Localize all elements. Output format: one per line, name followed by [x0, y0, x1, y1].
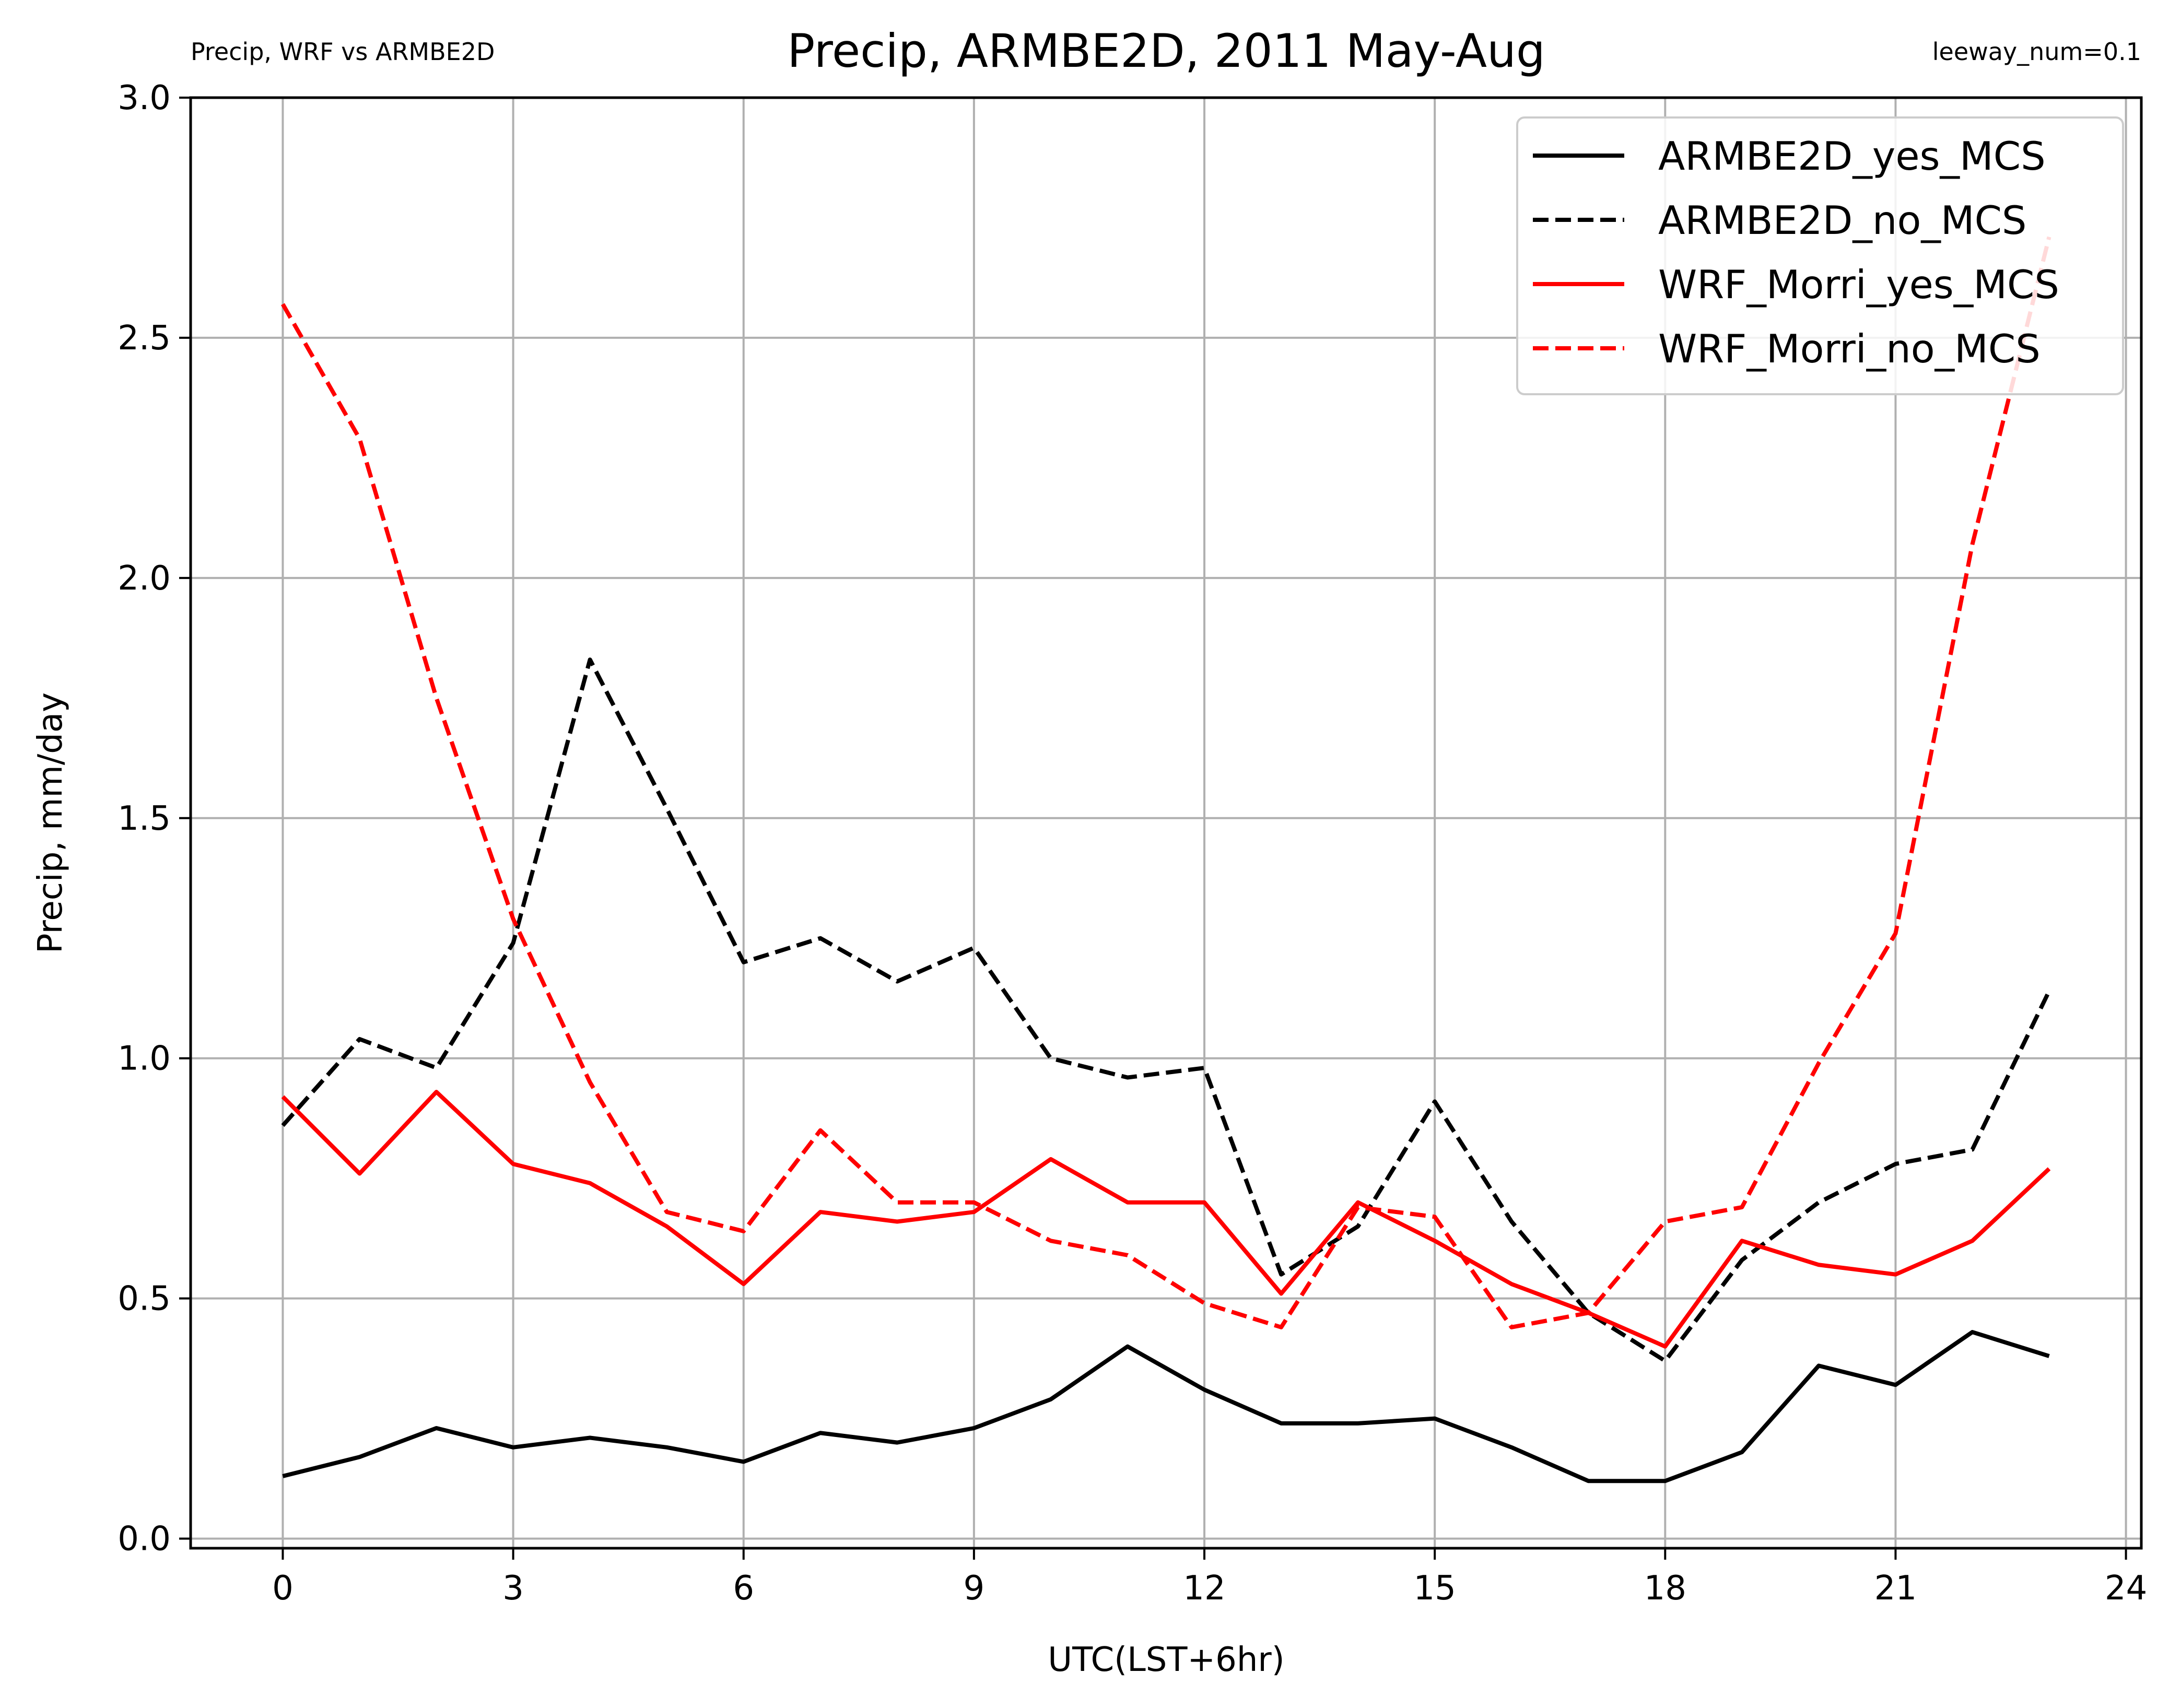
x-tick-label: 18 [1644, 1569, 1686, 1608]
legend-label: ARMBE2D_no_MCS [1658, 197, 2027, 243]
y-tick-label: 2.5 [118, 319, 171, 358]
y-tick-label: 0.5 [118, 1280, 171, 1318]
series-line-wrf-morri-yes-mcs [281, 1090, 2051, 1349]
x-tick-label: 15 [1413, 1569, 1456, 1608]
chart-title: Precip, ARMBE2D, 2011 May-Aug [787, 24, 1545, 78]
x-tick-label: 12 [1183, 1569, 1225, 1608]
series-line-armbe2d-yes-mcs [282, 1330, 2050, 1483]
axis-ticks [179, 97, 2127, 1560]
series-lines [280, 236, 2051, 1483]
subtitle-right: leeway_num=0.1 [1932, 38, 2141, 66]
y-tick-label: 2.0 [118, 559, 171, 598]
y-tick-label: 0.0 [118, 1520, 171, 1559]
series-line-armbe2d-no-mcs [281, 657, 2051, 1363]
x-axis-label: UTC(LST+6hr) [1048, 1641, 1284, 1679]
x-tick-label: 9 [964, 1569, 985, 1608]
subtitle-left: Precip, WRF vs ARMBE2D [191, 38, 495, 66]
x-tick-label: 24 [2105, 1569, 2147, 1608]
y-tick-label: 1.0 [118, 1040, 171, 1078]
legend-label: WRF_Morri_yes_MCS [1658, 262, 2059, 308]
x-tick-label: 6 [733, 1569, 754, 1608]
legend-box [1516, 116, 2124, 395]
x-tick-label: 3 [502, 1569, 524, 1608]
y-tick-label: 1.5 [118, 799, 171, 838]
legend: ARMBE2D_yes_MCS ARMBE2D_no_MCS WRF_Morri_y… [1516, 116, 2124, 395]
series-line-wrf-morri-no-mcs [280, 236, 2051, 1329]
x-tick-label: 0 [272, 1569, 294, 1608]
grid-lines [191, 97, 2141, 1548]
y-axis-label: Precip, mm/day [31, 692, 70, 953]
legend-label: WRF_Morri_no_MCS [1658, 326, 2041, 372]
legend-label: ARMBE2D_yes_MCS [1658, 133, 2046, 179]
plot-frame [189, 96, 2143, 1550]
y-tick-label: 3.0 [118, 79, 171, 117]
x-tick-label: 21 [1874, 1569, 1917, 1608]
